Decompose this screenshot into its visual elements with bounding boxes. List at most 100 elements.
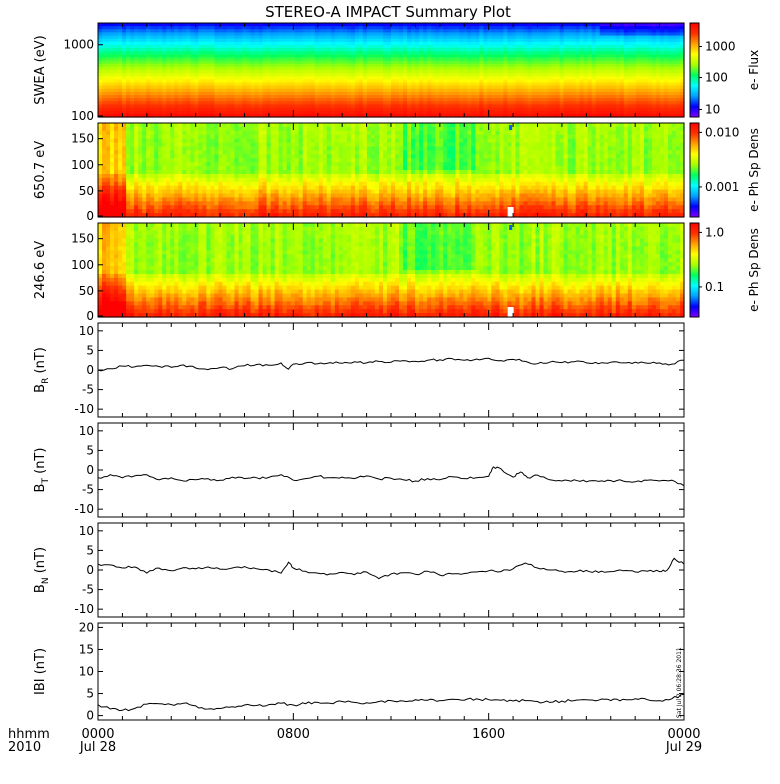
heatmap-cell (134, 123, 139, 128)
heatmap-cell (544, 131, 549, 136)
heatmap-cell (672, 131, 677, 136)
heatmap-cell (371, 123, 376, 128)
heatmap-cell (138, 131, 143, 136)
heatmap-cell (190, 131, 195, 136)
y-axis-label: SWEA (eV) (33, 35, 48, 104)
heatmap-cell (451, 135, 456, 140)
heatmap-cell (118, 135, 123, 140)
heatmap-cell (251, 135, 256, 140)
heatmap-cell (548, 135, 553, 140)
heatmap-cell (415, 135, 420, 140)
heatmap-cell (560, 135, 565, 140)
heatmap-cell (419, 127, 424, 132)
heatmap-cell (166, 135, 171, 140)
heatmap-cell (540, 123, 545, 128)
heatmap-cell (644, 131, 649, 136)
heatmap-cell (98, 131, 103, 136)
heatmap-cell (335, 123, 340, 128)
heatmap-cell (556, 123, 561, 128)
heatmap-cell (379, 131, 384, 136)
heatmap-cell (640, 131, 645, 136)
heatmap-cell (572, 123, 577, 128)
heatmap-cell (371, 135, 376, 140)
heatmap-cell (483, 127, 488, 132)
heatmap-cell (491, 123, 496, 128)
heatmap-cell (170, 135, 175, 140)
heatmap-cell (443, 127, 448, 132)
heatmap-cell (271, 123, 276, 128)
heatmap-cell (130, 123, 135, 128)
heatmap-cell (106, 123, 111, 128)
heatmap-cell (535, 131, 540, 136)
heatmap-cell (375, 135, 380, 140)
heatmap-cell (407, 131, 412, 136)
heatmap-cell (407, 135, 412, 140)
heatmap-cell (652, 123, 657, 128)
heatmap-cell (644, 123, 649, 128)
heatmap-cell (247, 131, 252, 136)
heatmap-cell (186, 135, 191, 140)
heatmap-cell (535, 127, 540, 132)
heatmap-cell (383, 127, 388, 132)
heatmap-cell (479, 135, 484, 140)
heatmap-cell (459, 127, 464, 132)
heatmap-cell (190, 127, 195, 132)
heatmap-cell (471, 127, 476, 132)
heatmap-cell (624, 123, 629, 128)
heatmap-cell (319, 127, 324, 132)
heatmap-swea (98, 23, 685, 118)
heatmap-cell (375, 131, 380, 136)
heatmap-cell (323, 131, 328, 136)
heatmap-cell (287, 131, 292, 136)
heatmap-cell (323, 127, 328, 132)
heatmap-cell (564, 123, 569, 128)
heatmap-cell (198, 123, 203, 128)
heatmap-cell (463, 127, 468, 132)
heatmap-cell (451, 131, 456, 136)
heatmap-cell (580, 127, 585, 132)
heatmap-cell (339, 127, 344, 132)
heatmap-cell (459, 135, 464, 140)
heatmap-cell (564, 127, 569, 132)
heatmap-cell (142, 127, 147, 132)
heatmap-cell (202, 123, 207, 128)
heatmap-cell (435, 123, 440, 128)
heatmap-cell (291, 135, 296, 140)
heatmap-cell (503, 135, 508, 140)
heatmap-cell (154, 123, 159, 128)
heatmap-cell (419, 123, 424, 128)
heatmap-cell (263, 127, 268, 132)
heatmap-cell (118, 127, 123, 132)
heatmap-cell (487, 135, 492, 140)
heatmap-cell (194, 135, 199, 140)
heatmap-cell (503, 131, 508, 136)
heatmap-cell (628, 131, 633, 136)
heatmap-cell (255, 135, 260, 140)
heatmap-cell (395, 127, 400, 132)
heatmap-cell (251, 127, 256, 132)
heatmap-cell (367, 123, 372, 128)
heatmap-cell (479, 127, 484, 132)
heatmap-cell (423, 135, 428, 140)
heatmap-cell (355, 135, 360, 140)
heatmap-cell (267, 127, 272, 132)
heatmap-cell (359, 135, 364, 140)
heatmap-cell (423, 131, 428, 136)
heatmap-cell (451, 123, 456, 128)
heatmap-cell (327, 131, 332, 136)
heatmap-cell (287, 135, 292, 140)
heatmap-cell (162, 127, 167, 132)
heatmap-cell (499, 135, 504, 140)
heatmap-cell (166, 131, 171, 136)
heatmap-cell (218, 135, 223, 140)
heatmap-cell (455, 123, 460, 128)
heatmap-cell (311, 131, 316, 136)
heatmap-cell (295, 135, 300, 140)
heatmap-cell (527, 131, 532, 136)
heatmap-cell (206, 135, 211, 140)
heatmap-cell (351, 127, 356, 132)
heatmap-cell (495, 135, 500, 140)
heatmap-cell (523, 131, 528, 136)
heatmap-cell (451, 127, 456, 132)
heatmap-cell (263, 135, 268, 140)
